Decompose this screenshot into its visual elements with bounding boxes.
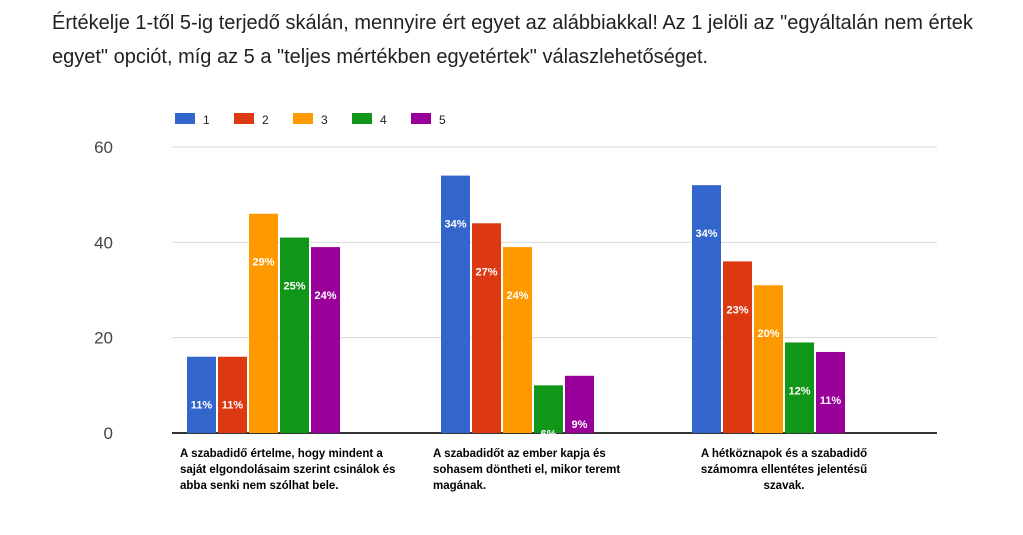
data-label-5-cat1: 24% [314,290,336,302]
legend-swatch-3 [293,113,313,124]
bar-1-cat1 [187,356,216,433]
data-label-4-cat3: 12% [788,385,810,397]
legend-label-4: 4 [380,113,387,127]
category-label-2: A szabadidőt az ember kapja és sohasem d… [433,448,621,492]
data-label-4-cat2: 6% [541,428,557,440]
data-label-1-cat1: 11% [191,400,213,412]
legend-swatch-4 [352,113,372,124]
data-label-5-cat2: 9% [572,419,588,431]
data-label-4-cat1: 25% [283,281,305,293]
bar-5-cat3 [816,351,845,433]
legend-label-5: 5 [439,113,446,127]
y-tick-label: 0 [104,424,113,443]
legend-swatch-2 [234,113,254,124]
data-label-2-cat1: 11% [222,400,244,412]
legend-swatch-1 [175,113,195,124]
bar-1-cat2 [441,175,470,433]
bar-5-cat1 [311,247,340,433]
legend-label-1: 1 [203,113,210,127]
y-tick-label: 40 [94,233,113,252]
data-label-1-cat3: 34% [695,228,717,240]
y-tick-label: 20 [94,329,113,348]
legend-swatch-5 [411,113,431,124]
bar-4-cat2 [534,385,563,433]
data-label-1-cat2: 34% [444,219,466,231]
category-label-1: A szabadidő értelme, hogy mindent a sajá… [180,448,396,492]
bar-3-cat1 [249,213,278,433]
category-label-3: A hétköznapok és a szabadidő számomra el… [700,448,868,492]
bar-1-cat3 [692,185,721,433]
bar-2-cat3 [723,261,752,433]
data-label-2-cat3: 23% [726,304,748,316]
data-label-2-cat2: 27% [475,266,497,278]
bar-4-cat1 [280,237,309,433]
bar-5-cat2 [565,375,594,433]
bar-3-cat2 [503,247,532,433]
bar-2-cat1 [218,356,247,433]
question-text: Értékelje 1-től 5-ig terjedő skálán, men… [52,12,973,68]
y-tick-label: 60 [94,138,113,157]
legend-label-2: 2 [262,113,269,127]
data-label-3-cat1: 29% [252,257,274,269]
bar-2-cat2 [472,223,501,433]
legend-label-3: 3 [321,113,328,127]
data-label-5-cat3: 11% [820,395,842,407]
bar-3-cat3 [754,285,783,433]
data-label-3-cat3: 20% [757,328,779,340]
data-label-3-cat2: 24% [506,290,528,302]
bar-4-cat3 [785,342,814,433]
